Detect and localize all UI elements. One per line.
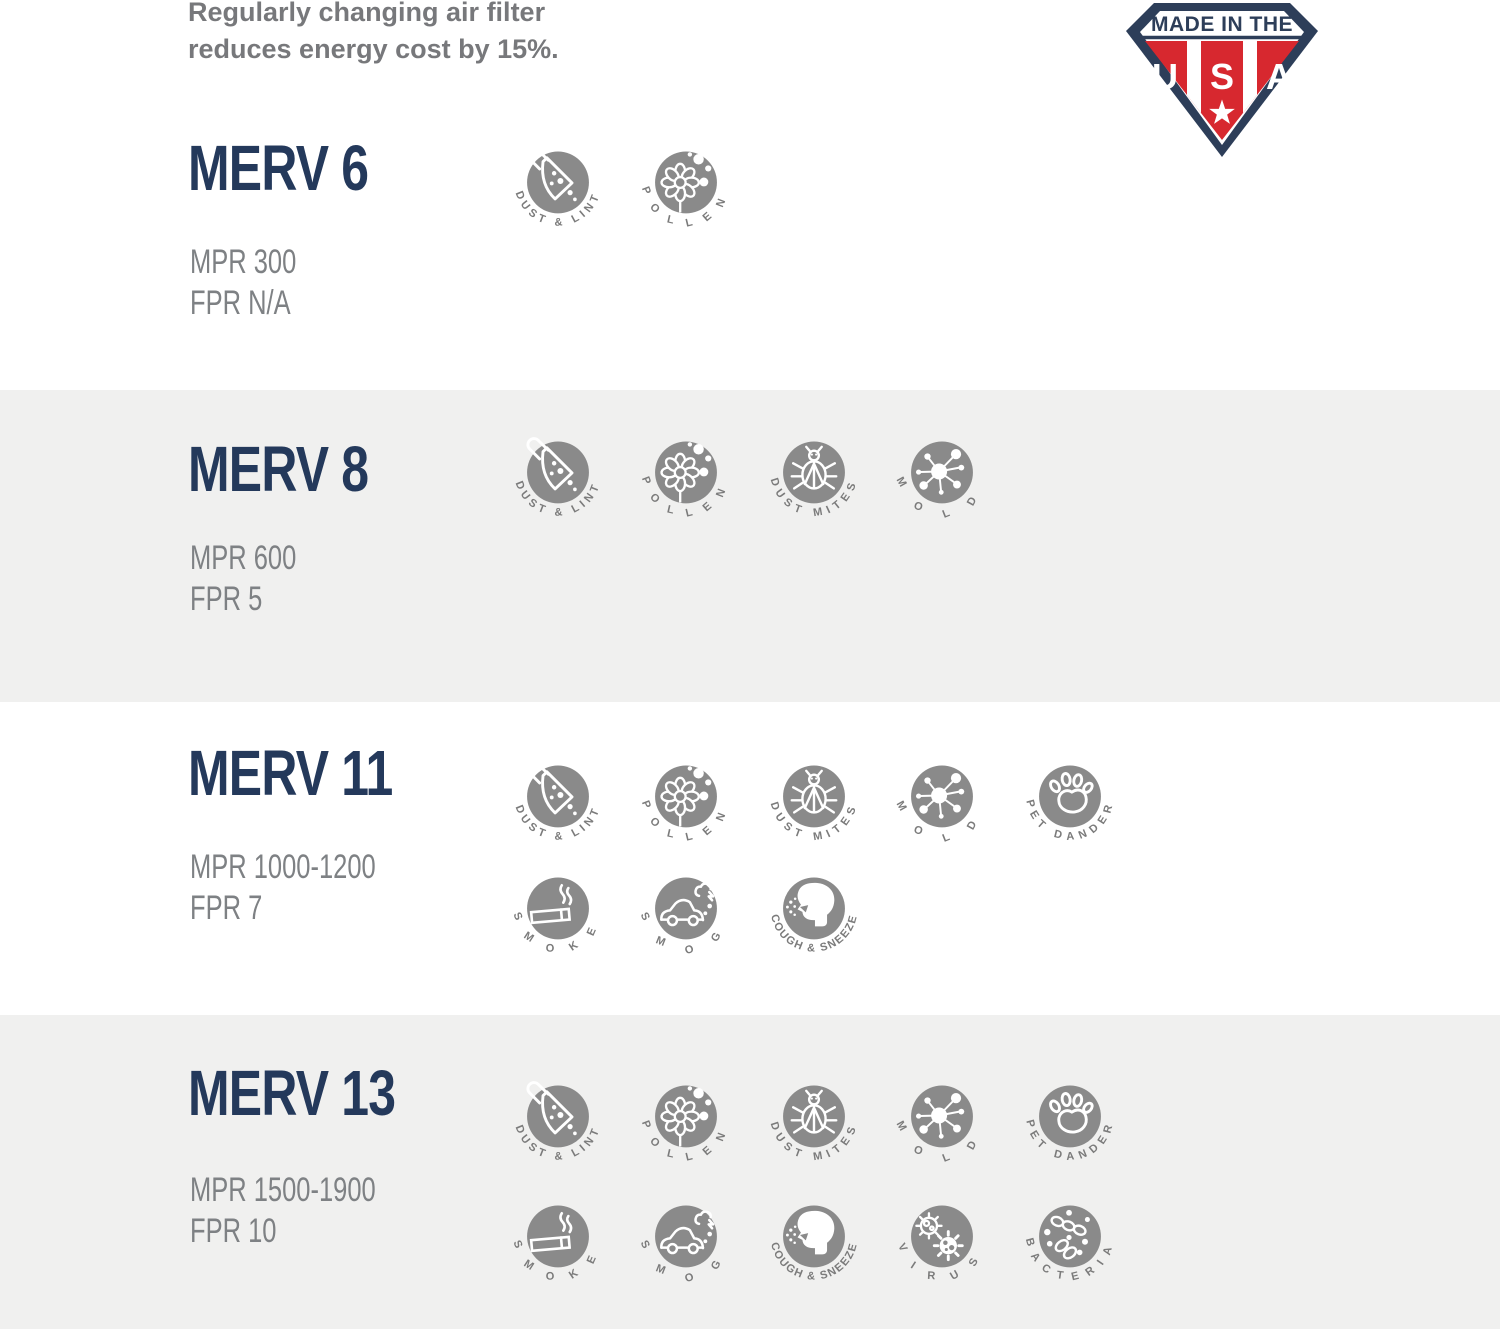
merv13-title: MERV 13	[188, 1057, 396, 1129]
energy-cost-note-line1: Regularly changing air filter	[188, 0, 546, 27]
virus-icon: VIRUS	[895, 1205, 973, 1283]
merv13-icon-row-1: DUST & LINT POLLEN DUST MITES MOLD PET D…	[500, 1072, 1128, 1171]
pet-dander-icon: PET DANDER	[1023, 1085, 1111, 1163]
merv13-fpr: FPR 10	[190, 1212, 277, 1250]
merv6-mpr: MPR 300	[190, 243, 297, 281]
merv13-specs: MPR 1500-1900 FPR 10	[190, 1170, 376, 1252]
merv11-icon-row-2: SMOKE SMOG COUGH & SNEEZE	[500, 864, 872, 963]
merv11-mpr: MPR 1000-1200	[190, 848, 376, 886]
merv11-title: MERV 11	[188, 737, 393, 809]
merv6-specs: MPR 300 FPR N/A	[190, 242, 296, 324]
dust-lint-icon: DUST & LINT	[513, 437, 599, 519]
merv8-icon-row: DUST & LINT POLLEN DUST MITES MOLD	[500, 428, 1000, 527]
merv11-icon-row-1: DUST & LINT POLLEN DUST MITES MOLD PET D…	[500, 752, 1128, 851]
section-merv11-background	[0, 702, 1500, 1015]
badge-made-in-the-text: MADE IN THE	[1151, 13, 1293, 36]
merv8-fpr: FPR 5	[190, 580, 263, 618]
mold-icon: MOLD	[894, 765, 973, 845]
merv6-fpr: FPR N/A	[190, 284, 291, 322]
merv6-icon-row: DUST & LINT POLLEN	[500, 138, 744, 237]
merv11-specs: MPR 1000-1200 FPR 7	[190, 847, 376, 929]
star-icon	[1209, 99, 1235, 124]
pollen-icon: POLLEN	[639, 1085, 720, 1164]
merv11-fpr: FPR 7	[190, 889, 263, 927]
pollen-icon: POLLEN	[639, 765, 720, 844]
merv13-mpr: MPR 1500-1900	[190, 1171, 376, 1209]
badge-letter-s: S	[1210, 56, 1234, 97]
merv8-title: MERV 8	[188, 433, 369, 505]
smoke-icon: SMOKE	[510, 877, 589, 955]
made-in-usa-badge: MADE IN THE U S A	[1126, 3, 1318, 157]
energy-cost-note: Regularly changing air filter reduces en…	[188, 0, 559, 68]
mold-icon: MOLD	[894, 441, 973, 521]
smog-icon: SMOG	[638, 1205, 717, 1285]
merv8-specs: MPR 600 FPR 5	[190, 538, 296, 620]
dust-lint-icon: DUST & LINT	[513, 1081, 599, 1163]
dust-mites-icon: DUST MITES	[768, 765, 855, 843]
merv6-title: MERV 6	[188, 132, 369, 204]
smog-icon: SMOG	[638, 877, 717, 957]
section-merv13-background	[0, 1015, 1500, 1329]
dust-lint-icon: DUST & LINT	[513, 761, 599, 843]
section-merv8-background	[0, 390, 1500, 702]
badge-letter-u: U	[1152, 56, 1178, 97]
cough-sneeze-icon: COUGH & SNEEZE	[768, 1205, 858, 1283]
pollen-icon: POLLEN	[639, 441, 720, 520]
mold-icon: MOLD	[894, 1085, 973, 1165]
merv8-mpr: MPR 600	[190, 539, 297, 577]
merv13-icon-row-2: SMOKE SMOG COUGH & SNEEZE VIRUS BACTERIA	[500, 1192, 1128, 1291]
pollen-icon: POLLEN	[639, 151, 720, 230]
cough-sneeze-icon: COUGH & SNEEZE	[768, 877, 858, 955]
badge-letter-a: A	[1266, 56, 1292, 97]
pet-dander-icon: PET DANDER	[1023, 765, 1111, 843]
dust-lint-icon: DUST & LINT	[513, 147, 599, 229]
bacteria-icon: BACTERIA	[1023, 1205, 1108, 1283]
smoke-icon: SMOKE	[510, 1205, 589, 1283]
dust-mites-icon: DUST MITES	[768, 1085, 855, 1163]
dust-mites-icon: DUST MITES	[768, 441, 855, 519]
energy-cost-note-line2: reduces energy cost by 15%.	[188, 34, 559, 64]
